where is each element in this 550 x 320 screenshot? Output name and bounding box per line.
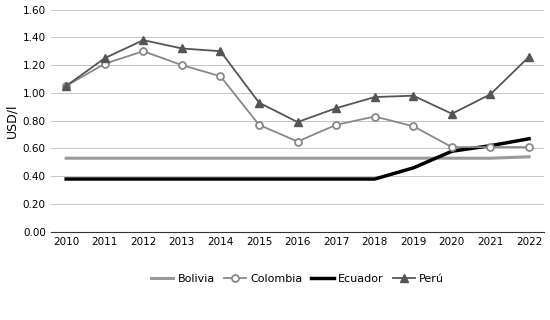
Y-axis label: USD/l: USD/l [6, 103, 19, 138]
Legend: Bolivia, Colombia, Ecuador, Perú: Bolivia, Colombia, Ecuador, Perú [146, 269, 449, 289]
